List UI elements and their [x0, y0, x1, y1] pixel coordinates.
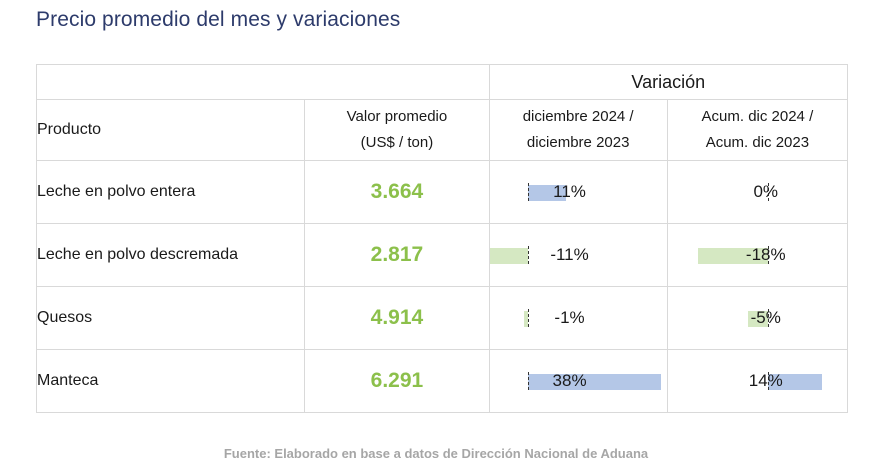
var-acum-cell: 0% — [666, 160, 849, 224]
header-empty-cell — [36, 64, 490, 100]
zero-axis — [527, 372, 529, 390]
var-acum-label: -5% — [750, 308, 781, 327]
table-row: Manteca 6.291 38% 14% — [35, 349, 849, 413]
var-mensual-cell: -1% — [488, 286, 668, 350]
zero-axis — [527, 246, 529, 264]
var-acum-label: 0% — [753, 182, 779, 201]
var-acum-bar — [748, 311, 768, 327]
product-name: Quesos — [35, 286, 306, 350]
var-mensual-label: -1% — [554, 308, 585, 327]
var-acum-cell: 14% — [666, 349, 849, 413]
var-acum-label: -18% — [745, 245, 786, 264]
zero-axis — [767, 246, 769, 264]
var-mensual-cell: -11% — [488, 223, 668, 287]
var-mensual-label: -11% — [550, 245, 589, 264]
price-value: 2.817 — [304, 223, 490, 287]
var-mensual-bar — [524, 311, 528, 327]
var-mensual-bar — [527, 185, 567, 201]
header-var-acum: Acum. dic 2024 / Acum. dic 2023 — [666, 99, 849, 161]
zero-axis — [767, 372, 769, 390]
header-variacion: Variación — [488, 64, 849, 100]
price-value: 4.914 — [304, 286, 490, 350]
header-valor-line2: (US$ / ton) — [360, 134, 434, 151]
header-row-top: Variación — [36, 64, 849, 100]
var-acum-cell: -18% — [666, 223, 849, 287]
price-value: 6.291 — [304, 349, 490, 413]
product-name: Leche en polvo descremada — [35, 223, 306, 287]
header-var-mensual-line2: diciembre 2023 — [526, 134, 630, 151]
zero-axis — [767, 309, 769, 327]
header-valor-line1: Valor promedio — [346, 108, 448, 125]
var-mensual-bar — [527, 374, 661, 390]
table-row: Leche en polvo descremada 2.817 -11% -18… — [35, 223, 849, 287]
var-mensual-cell: 11% — [488, 160, 668, 224]
price-value: 3.664 — [304, 160, 490, 224]
header-valor: Valor promedio (US$ / ton) — [304, 99, 490, 161]
var-acum-bar — [697, 248, 768, 264]
header-var-acum-line2: Acum. dic 2023 — [705, 134, 810, 151]
var-acum-cell: -5% — [666, 286, 849, 350]
zero-axis — [527, 309, 529, 327]
product-name: Manteca — [35, 349, 306, 413]
page-title: Precio promedio del mes y variaciones — [36, 8, 401, 31]
var-mensual-label: 11% — [553, 182, 586, 201]
zero-axis — [527, 183, 529, 201]
source-note: Fuente: Elaborado en base a datos de Dir… — [223, 446, 649, 461]
var-acum-bar — [767, 374, 823, 390]
zero-axis — [767, 183, 769, 201]
table-row: Quesos 4.914 -1% -5% — [35, 286, 849, 350]
header-producto: Producto — [35, 99, 306, 161]
price-variation-table: Variación Producto Valor promedio (US$ /… — [35, 64, 849, 413]
table-row: Leche en polvo entera 3.664 11% 0% — [35, 160, 849, 224]
var-mensual-cell: 38% — [488, 349, 668, 413]
header-row: Producto Valor promedio (US$ / ton) dici… — [35, 99, 849, 161]
var-acum-label: 14% — [748, 371, 783, 390]
var-mensual-label: 38% — [552, 371, 587, 390]
product-name: Leche en polvo entera — [35, 160, 306, 224]
var-mensual-bar — [490, 248, 528, 264]
header-var-mensual: diciembre 2024 / diciembre 2023 — [488, 99, 668, 161]
header-var-acum-line1: Acum. dic 2024 / — [701, 108, 814, 125]
header-var-mensual-line1: diciembre 2024 / — [522, 108, 634, 125]
